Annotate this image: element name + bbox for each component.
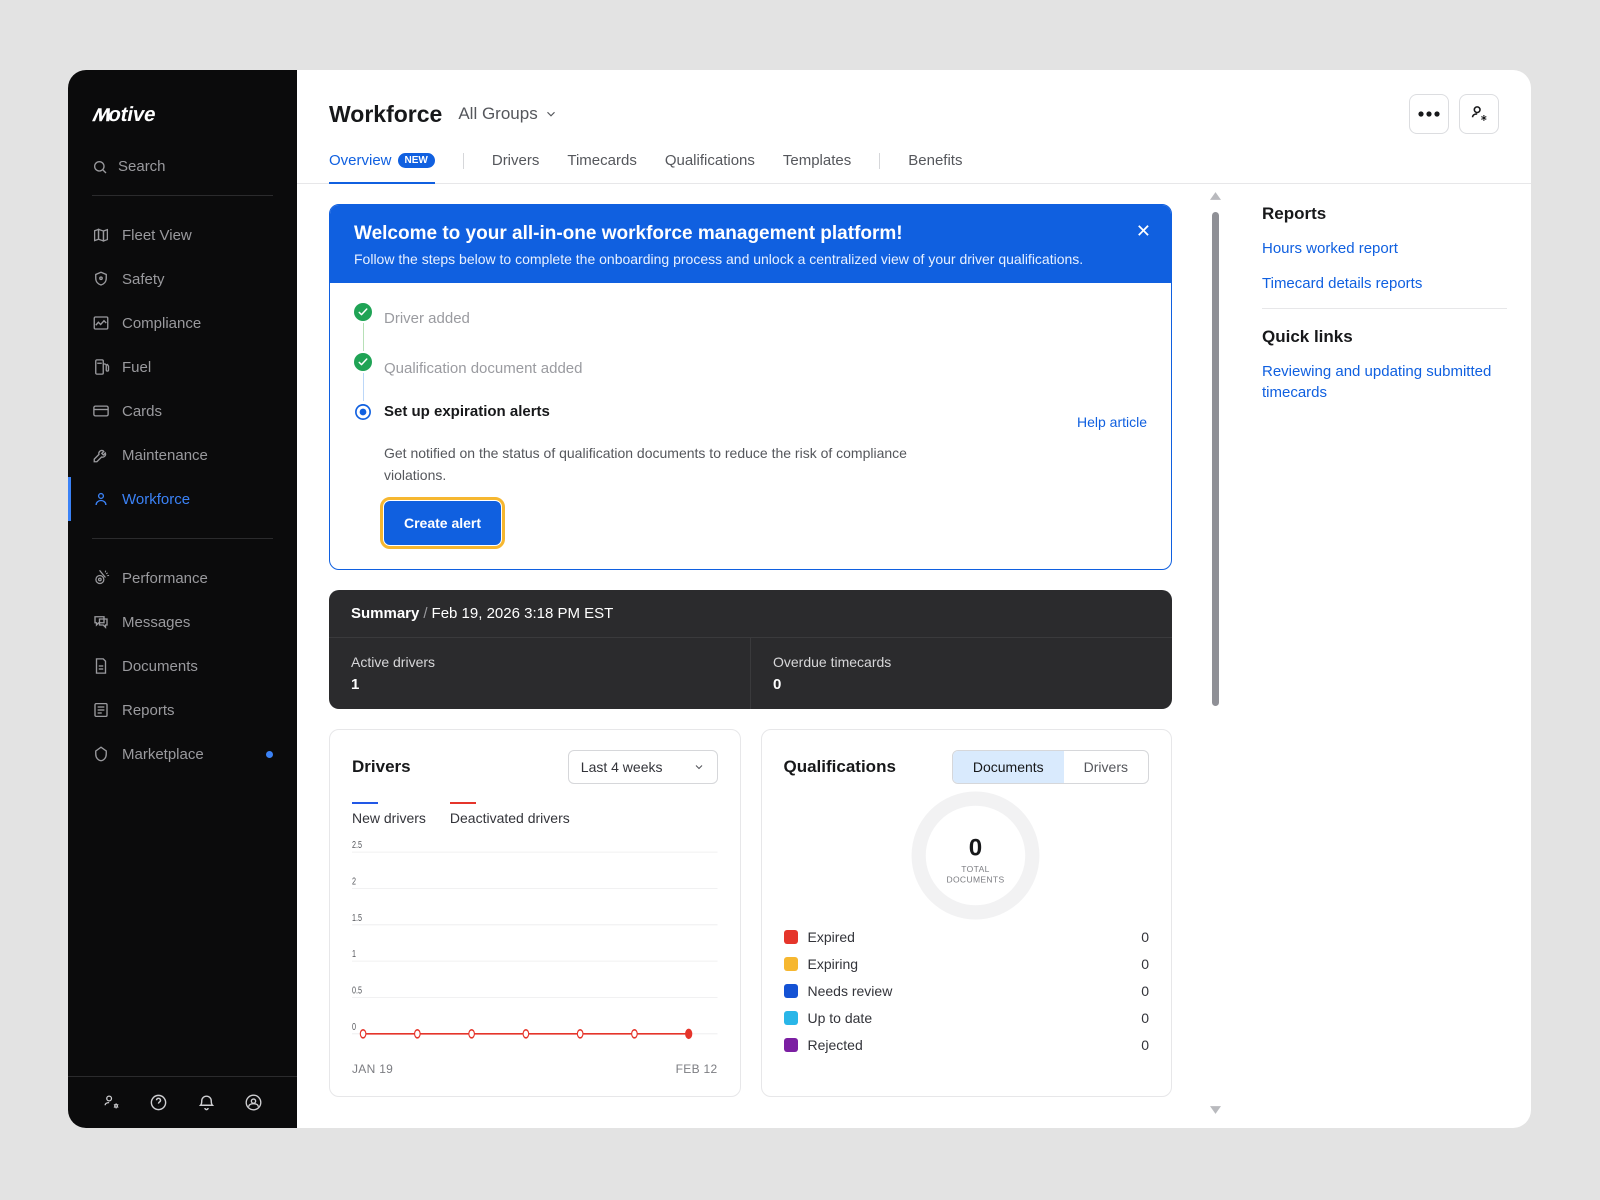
svg-text:DOCUMENTS: DOCUMENTS (946, 874, 1004, 884)
svg-text:0.5: 0.5 (352, 984, 362, 996)
svg-text:1.5: 1.5 (352, 911, 362, 923)
svg-text:2: 2 (352, 875, 356, 887)
svg-text:TOTAL: TOTAL (961, 864, 989, 874)
svg-text:0: 0 (352, 1020, 356, 1032)
svg-text:otive: otive (106, 103, 157, 126)
svg-text:2.5: 2.5 (352, 839, 362, 851)
svg-text:1: 1 (352, 948, 356, 960)
svg-text:0: 0 (969, 834, 982, 861)
